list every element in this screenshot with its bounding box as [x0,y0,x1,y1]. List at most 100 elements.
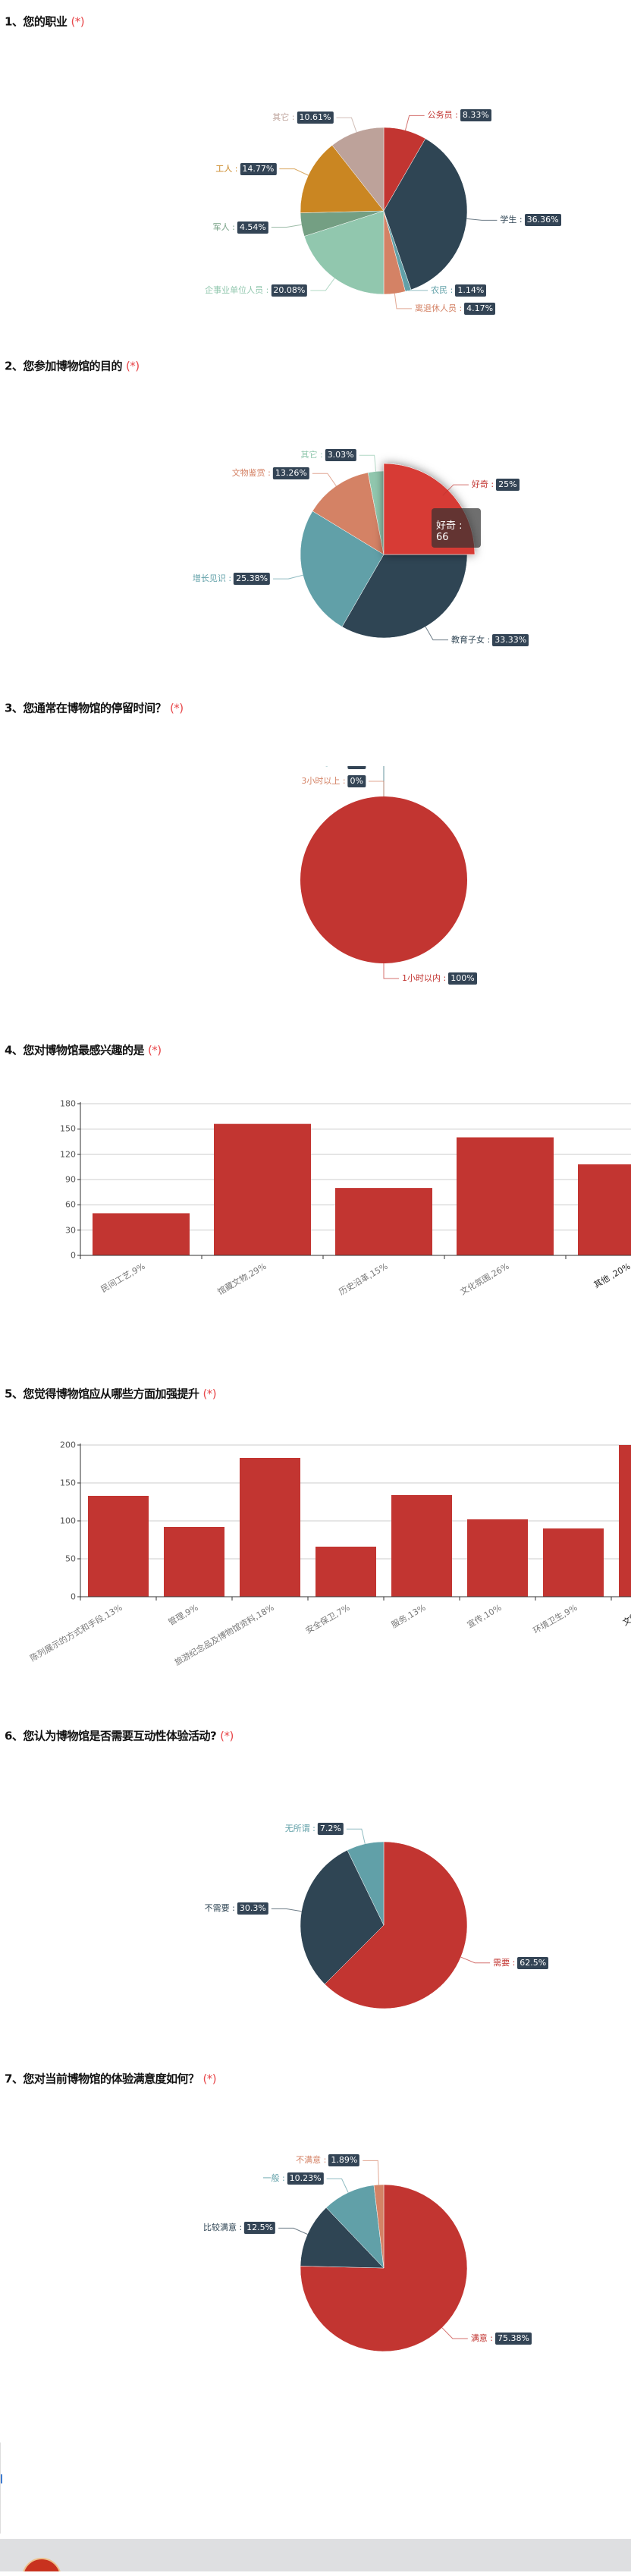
pie-slice-8[interactable] [331,127,385,212]
required-mark: (*) [125,359,140,373]
label-line [394,293,412,309]
y-tick-label: 150 [60,1123,76,1134]
slice-label: 学生 :36.36% [500,214,561,227]
bar[interactable] [543,1528,604,1597]
question-text: 6、您认为博物馆是否需要互动性体验活动? [5,1729,217,1743]
slice-label: 农民 :1.14% [431,284,487,297]
label-line [460,1956,491,1964]
slice-label: 军人 :4.54% [213,221,268,234]
pie-slice-3[interactable] [325,2185,385,2269]
bar[interactable] [391,1495,452,1597]
slice-percent-badge: 1.89% [328,2154,360,2167]
slice-percent-badge: 0% [347,766,366,769]
pie-slice-2[interactable] [341,554,468,639]
slice-name: 比较满意 : [202,2223,243,2233]
y-tick-label: 200 [60,1440,76,1450]
satisfaction-pie-chart[interactable]: 满意 :75.38% 比较满意 :12.5% 一般 :10.23% 不满意 :1.89… [0,2154,631,2382]
slice-name: 学生 : [500,215,523,225]
slice-label: 增长见识 :25.38% [192,573,271,586]
label-line [466,218,498,221]
bar[interactable] [578,1164,631,1255]
slice-percent-badge: 100% [448,972,477,985]
bar[interactable] [619,1445,631,1597]
purpose-pie-chart[interactable]: 好奇 :25% 教育子女 :33.33% 增长见识 :25.38% 文物鉴赏 :13.… [0,441,631,668]
slice-name: 3小时以上 : [301,776,346,786]
required-mark: (*) [220,1729,234,1743]
slice-label: 工人 :14.77% [215,162,277,175]
question-text: 5、您觉得博物馆应从哪些方面加强提升 [5,1387,199,1401]
question-4-title: 4、您对博物馆最感兴趣的是 (*) [5,1042,162,1058]
pie-slice-1[interactable] [300,796,467,963]
slice-name: 一般 : [262,2173,285,2184]
slice-label: 一般 :10.23% [262,2172,324,2185]
slice-name: 工人 : [215,163,238,174]
slice-percent-badge: 3.03% [325,449,356,462]
side-panel-edge[interactable] [0,2442,2,2534]
side-panel-marker [1,2474,2,2483]
y-tick-label: 180 [60,1098,76,1109]
slice-name: 农民 : [431,284,454,295]
slice-label: 企事业单位人员 :20.08% [205,284,308,297]
slice-label: 需要 :62.5% [493,1956,549,1969]
question-3-title: 3、您通常在博物馆的停留时间？ (*) [5,700,184,716]
question-text: 2、您参加博物馆的目的 [5,359,122,373]
stay-time-pie-chart[interactable]: 1小时以内 :100%1-2小时 :0%2-3小时 :0%3小时以上 :0% [0,766,631,1009]
interactive-activity-pie-chart[interactable]: 需要 :62.5% 不需要 :30.3% 无所谓 :7.2% [0,1811,631,2039]
bar[interactable] [88,1496,149,1597]
label-line [369,781,385,796]
bar[interactable] [93,1213,190,1255]
label-line [326,2178,349,2193]
bar[interactable] [467,1519,528,1597]
bar[interactable] [240,1458,300,1597]
pie-slice-4[interactable] [373,2184,385,2269]
slice-name: 其它 : [272,112,295,123]
label-line [425,627,449,641]
slice-name: 1小时以内 : [402,973,447,983]
slice-name: 其它 : [300,450,323,460]
pie-slice-4[interactable] [312,472,385,555]
occupation-pie-chart[interactable]: 公务员 :8.33% 学生 :36.36% 农民 :1.14% 离退休人员 :4.17… [0,97,631,325]
footer-bar [0,2539,631,2571]
y-tick-label: 30 [65,1225,76,1236]
slice-name: 2-3小时 : [309,766,345,768]
required-mark: (*) [202,1387,217,1401]
slice-label: 不需要 :30.3% [205,1902,268,1915]
bar[interactable] [316,1547,376,1597]
label-line [442,484,469,496]
slice-name: 离退休人员 : [414,303,463,313]
slice-percent-badge: 30.3% [237,1902,268,1915]
question-1-title: 1、您的职业 (*) [5,14,85,30]
logo-icon [22,2558,61,2571]
y-tick-label: 100 [60,1516,76,1526]
pie-slice-1[interactable] [324,1841,468,2009]
slice-percent-badge: 7.2% [317,1823,344,1836]
improvement-bar-chart[interactable]: 0 50 100 150 200 陈列展示的方式和手段,13% 管理,9% 旅游纪念品及博物馆… [0,1426,631,1676]
slice-name: 增长见识 : [192,573,232,584]
slice-name: 不满意 : [296,2155,327,2166]
slice-label: 不满意 :1.89% [296,2154,360,2167]
slice-label: 离退休人员 :4.17% [414,302,496,315]
slice-label: 3小时以上 :0% [301,775,366,787]
slice-percent-badge: 25% [496,479,520,492]
bar[interactable] [214,1123,311,1255]
slice-label: 教育子女 :33.33% [451,633,529,646]
bar[interactable] [164,1527,224,1597]
required-mark: (*) [147,1043,162,1057]
bar[interactable] [457,1137,554,1255]
pie-slice-2[interactable] [383,138,468,291]
slice-label: 其它 :3.03% [300,449,356,462]
slice-percent-badge: 8.33% [460,109,491,122]
slice-name: 军人 : [212,221,235,232]
y-tick-label: 50 [65,1553,76,1564]
slice-percent-badge: 12.5% [244,2222,276,2235]
slice-label: 满意 :75.38% [471,2333,532,2345]
bar[interactable] [335,1188,432,1255]
slice-percent-badge: 10.61% [297,112,334,124]
pie-slice-3[interactable] [300,510,385,627]
question-text: 1、您的职业 [5,14,67,29]
label-line [279,168,309,176]
interest-bar-chart[interactable]: 0 30 60 90 120 150 180 民间工艺,9% 馆藏文物,29% 历史沿革,15% 文… [0,1085,631,1335]
slice-percent-badge: 0% [347,775,366,787]
slice-percent-badge: 10.23% [287,2172,324,2185]
slice-name: 文物鉴赏 : [231,468,271,479]
